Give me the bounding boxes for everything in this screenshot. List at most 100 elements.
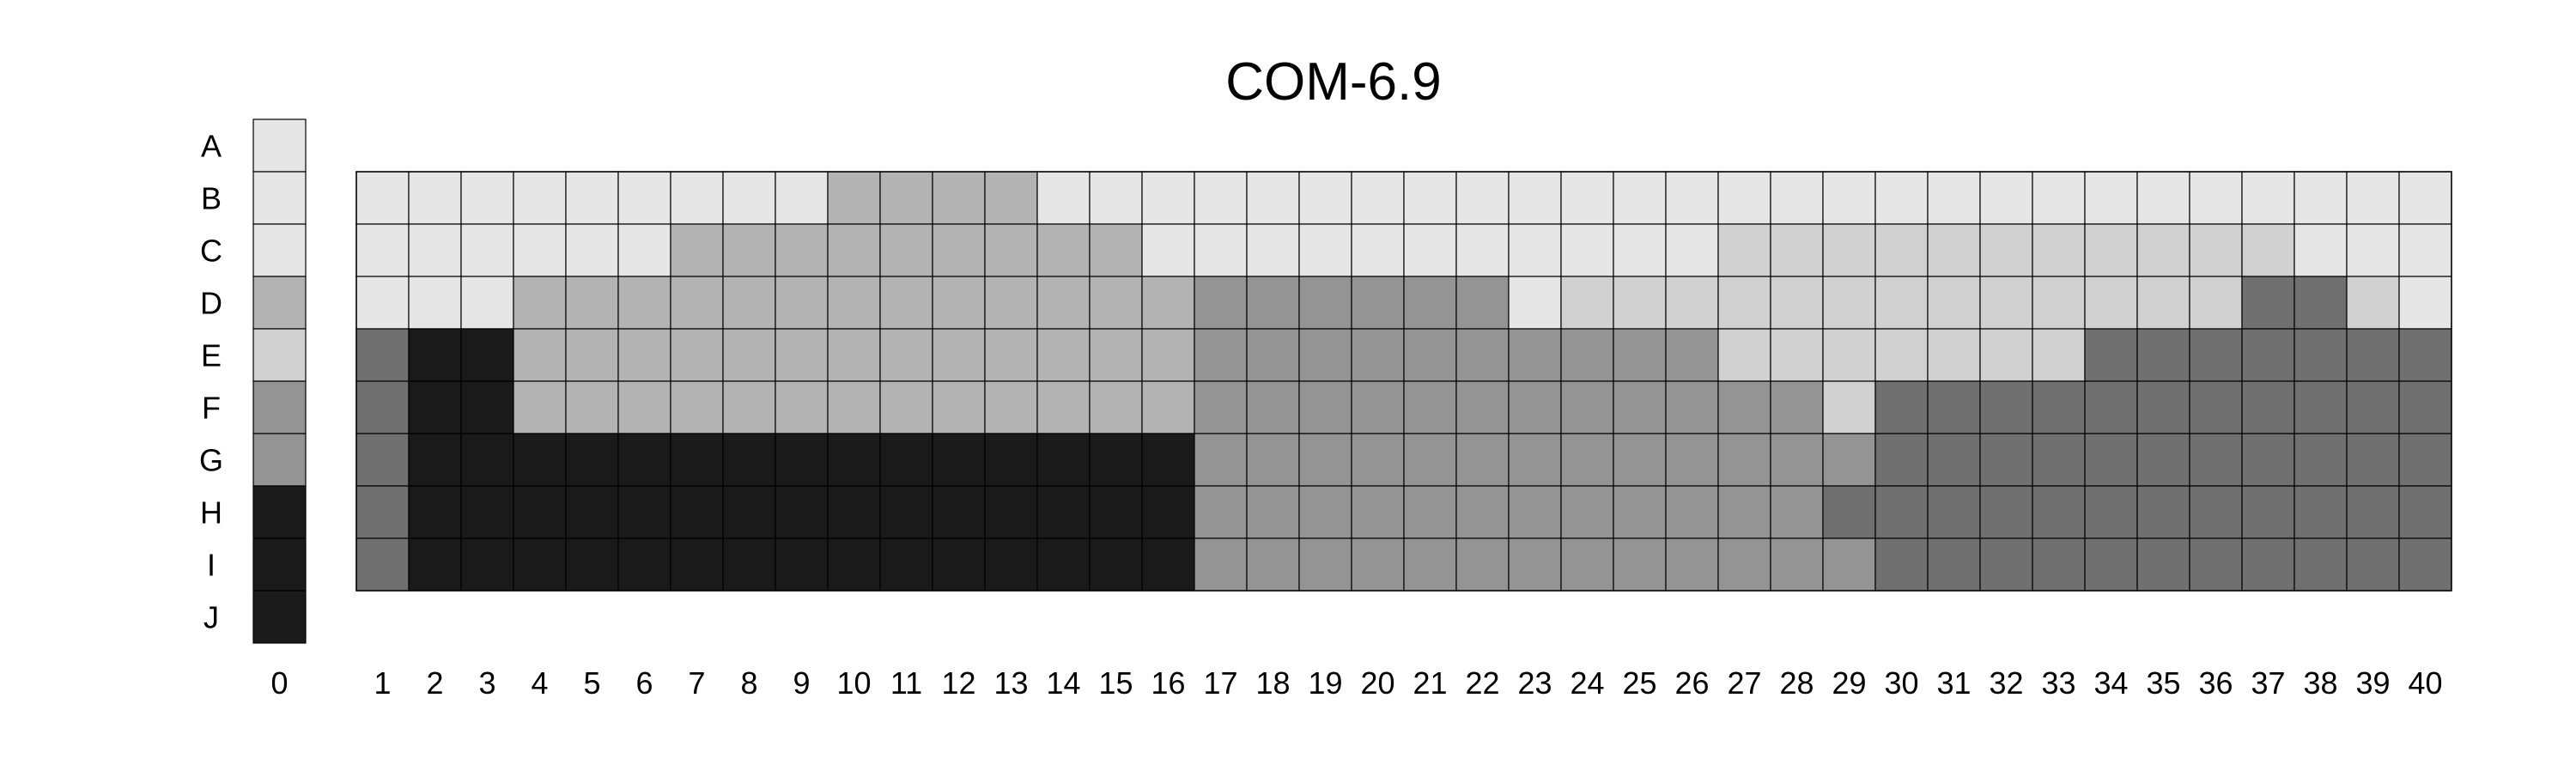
- heatmap-cell: [1979, 380, 2033, 434]
- row-label-g: G: [199, 443, 223, 478]
- heatmap-cell: [2136, 223, 2190, 277]
- heatmap-cell: [1141, 223, 1195, 277]
- heatmap-cell: [1194, 223, 1248, 277]
- chart-title: COM-6.9: [1225, 52, 1441, 112]
- heatmap-cell: [1246, 171, 1300, 225]
- heatmap-cell: [932, 276, 986, 330]
- heatmap-cell: [2346, 537, 2400, 592]
- reference-cell-j: [252, 590, 307, 644]
- heatmap-cell: [1298, 537, 1352, 592]
- heatmap-cell: [1036, 276, 1091, 330]
- heatmap-cell: [827, 485, 881, 539]
- heatmap-cell: [1298, 223, 1352, 277]
- heatmap-cell: [1927, 328, 1981, 382]
- heatmap-cell: [1298, 433, 1352, 487]
- heatmap-cell: [1141, 537, 1195, 592]
- heatmap-cell: [1560, 485, 1614, 539]
- heatmap-cell: [2189, 328, 2243, 382]
- heatmap-cell: [617, 537, 671, 592]
- heatmap-cell: [2241, 328, 2295, 382]
- heatmap-cell: [1455, 171, 1510, 225]
- heatmap-cell: [513, 433, 567, 487]
- heatmap-cell: [408, 433, 462, 487]
- heatmap-cell: [984, 328, 1038, 382]
- heatmap-cell: [722, 537, 776, 592]
- heatmap-cell: [1927, 433, 1981, 487]
- heatmap-cell: [1403, 328, 1457, 382]
- heatmap-cell: [1194, 380, 1248, 434]
- heatmap-cell: [2084, 171, 2138, 225]
- heatmap-cell: [1979, 485, 2033, 539]
- heatmap-cell: [460, 328, 514, 382]
- column-label-1: 1: [374, 665, 391, 701]
- heatmap-cell: [617, 485, 671, 539]
- heatmap-cell: [1717, 537, 1771, 592]
- heatmap-cell: [2032, 276, 2086, 330]
- heatmap-cell: [1351, 537, 1405, 592]
- heatmap-cell: [670, 485, 724, 539]
- heatmap-cell: [1874, 433, 1929, 487]
- column-labels: 0 1 2 3 4 5 6 7 8 9 10 11 12 13 14 15 16 17 18 19 20 21 22 23 24…: [270, 665, 2442, 701]
- heatmap-cell: [1770, 223, 1824, 277]
- column-label-31: 31: [1936, 665, 1971, 701]
- heatmap-cell: [2293, 433, 2348, 487]
- heatmap-cell: [1036, 380, 1091, 434]
- heatmap-cell: [827, 537, 881, 592]
- heatmap-cell: [932, 171, 986, 225]
- heatmap-cell: [1717, 485, 1771, 539]
- heatmap-cell: [2084, 276, 2138, 330]
- reference-cell-b: [252, 171, 307, 225]
- heatmap-cell: [2189, 433, 2243, 487]
- heatmap-cell: [2398, 433, 2452, 487]
- heatmap-cell: [2293, 537, 2348, 592]
- heatmap-cell: [355, 223, 410, 277]
- heatmap-cell: [722, 223, 776, 277]
- row-label-j: J: [204, 600, 219, 635]
- heatmap-cell: [1770, 328, 1824, 382]
- heatmap-cell: [1403, 276, 1457, 330]
- heatmap-cell: [775, 380, 829, 434]
- heatmap-cell: [670, 433, 724, 487]
- heatmap-cell: [1194, 433, 1248, 487]
- heatmap-cell: [827, 380, 881, 434]
- main-grid: [355, 171, 2452, 592]
- heatmap-cell: [513, 380, 567, 434]
- heatmap-cell: [932, 380, 986, 434]
- grid-frame: [355, 171, 2452, 592]
- column-label-0: 0: [270, 665, 288, 701]
- heatmap-cell: [2189, 223, 2243, 277]
- heatmap-cell: [2136, 276, 2190, 330]
- heatmap-cell: [2189, 380, 2243, 434]
- column-label-9: 9: [793, 665, 810, 701]
- heatmap-cell: [984, 171, 1038, 225]
- heatmap-cell: [1036, 537, 1091, 592]
- reference-cell-g: [252, 433, 307, 487]
- heatmap-cell: [2398, 171, 2452, 225]
- reference-cell-c: [252, 223, 307, 277]
- column-label-17: 17: [1203, 665, 1237, 701]
- heatmap-cell: [2136, 328, 2190, 382]
- heatmap-cell: [2032, 380, 2086, 434]
- heatmap-cell: [1246, 537, 1300, 592]
- column-label-36: 36: [2198, 665, 2233, 701]
- heatmap-cell: [1770, 537, 1824, 592]
- heatmap-cell: [722, 171, 776, 225]
- heatmap-cell: [2189, 276, 2243, 330]
- column-label-10: 10: [836, 665, 871, 701]
- heatmap-cell: [1089, 171, 1143, 225]
- column-label-27: 27: [1727, 665, 1761, 701]
- heatmap-cell: [1246, 485, 1300, 539]
- heatmap-cell: [2398, 328, 2452, 382]
- row-label-b: B: [201, 181, 222, 216]
- heatmap-cell: [2189, 485, 2243, 539]
- heatmap-cell: [1351, 380, 1405, 434]
- heatmap-cell: [617, 223, 671, 277]
- heatmap-cell: [1665, 328, 1719, 382]
- row-label-f: F: [202, 391, 221, 426]
- reference-column: [252, 118, 307, 644]
- heatmap-cell: [617, 171, 671, 225]
- reference-cell-d: [252, 276, 307, 330]
- heatmap-cell: [2084, 328, 2138, 382]
- heatmap-cell: [1613, 485, 1667, 539]
